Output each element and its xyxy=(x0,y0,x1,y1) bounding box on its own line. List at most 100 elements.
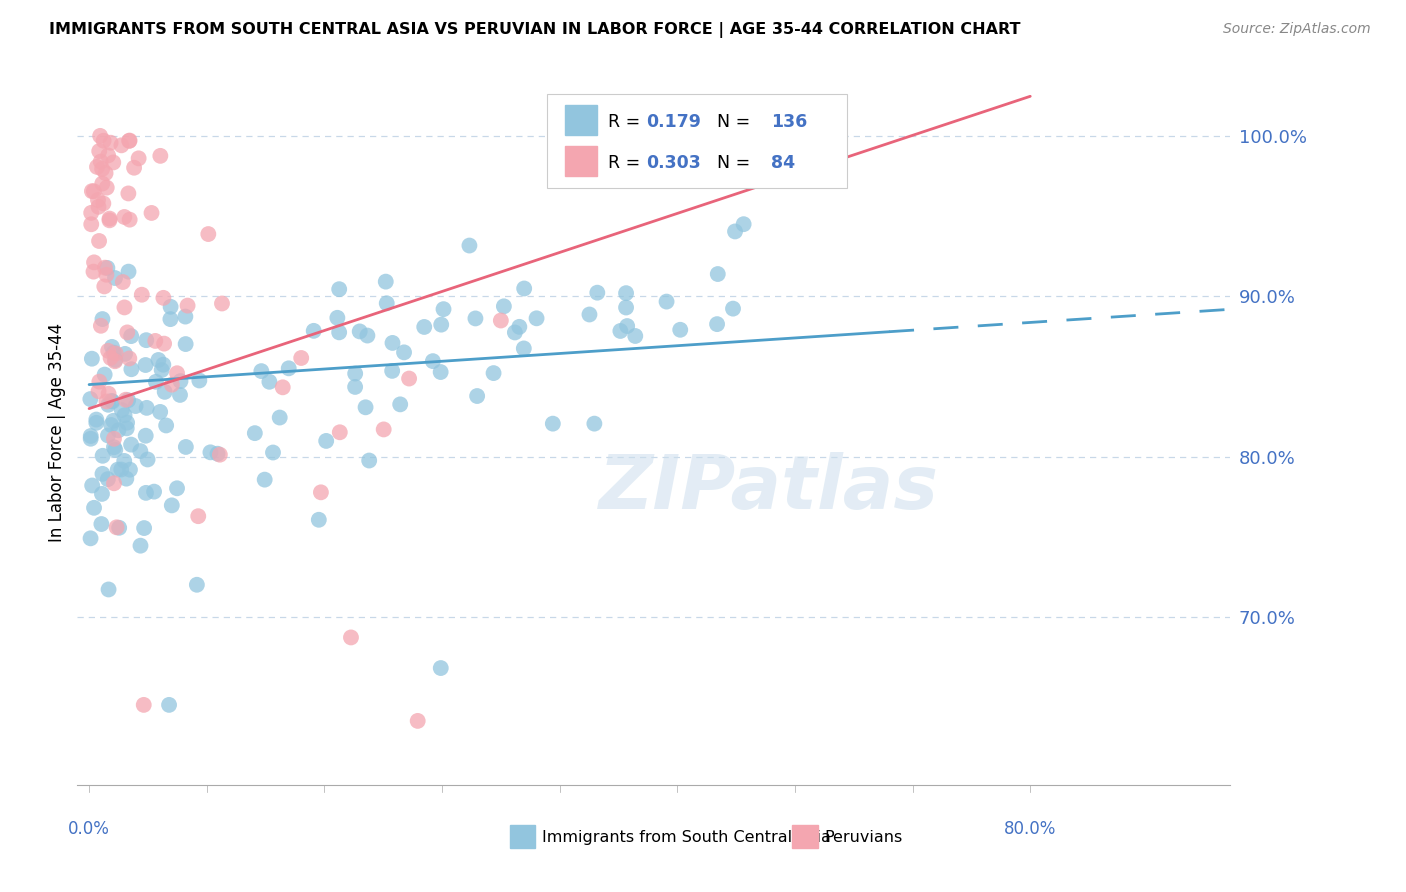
Point xyxy=(90,154,112,169)
Point xyxy=(118,212,141,227)
Point xyxy=(120,362,142,376)
Bar xyxy=(565,105,598,135)
Point xyxy=(80,432,103,446)
Point xyxy=(465,389,488,403)
Point xyxy=(141,206,163,220)
Point xyxy=(174,440,197,454)
Point xyxy=(174,337,197,351)
Text: N =: N = xyxy=(706,112,755,131)
Point xyxy=(136,452,159,467)
Point xyxy=(149,149,172,163)
Point xyxy=(159,300,181,314)
Point xyxy=(135,358,157,372)
Point xyxy=(117,186,139,201)
Point xyxy=(503,326,526,340)
Point xyxy=(91,312,114,326)
Point xyxy=(721,301,744,316)
Point xyxy=(422,354,444,368)
Point xyxy=(374,275,396,289)
Point xyxy=(79,392,101,406)
Point xyxy=(186,578,208,592)
Point xyxy=(526,311,548,326)
Point xyxy=(624,329,647,343)
Point xyxy=(381,364,404,378)
Point xyxy=(160,377,183,392)
Point xyxy=(733,217,755,231)
Point xyxy=(94,260,117,275)
Point xyxy=(87,200,110,214)
Point xyxy=(111,275,134,289)
Point xyxy=(89,128,111,143)
Bar xyxy=(565,146,598,176)
Point xyxy=(359,453,381,467)
Point xyxy=(80,206,103,220)
Point xyxy=(143,334,166,348)
Point xyxy=(174,310,197,324)
Point xyxy=(135,428,157,442)
Point xyxy=(373,422,395,436)
Point xyxy=(157,698,180,712)
Point xyxy=(349,325,371,339)
Point xyxy=(101,394,124,409)
Point xyxy=(724,224,747,238)
Point xyxy=(489,313,512,327)
Point xyxy=(104,346,127,360)
Point xyxy=(103,476,125,491)
Point xyxy=(90,516,112,531)
Point xyxy=(132,521,155,535)
Point xyxy=(413,320,436,334)
Point xyxy=(614,301,637,315)
Point xyxy=(135,333,157,347)
Point xyxy=(89,375,111,389)
Text: Peruvians: Peruvians xyxy=(824,830,903,846)
Point xyxy=(83,500,105,515)
Point xyxy=(344,380,367,394)
Point xyxy=(277,361,299,376)
Point xyxy=(117,393,139,408)
Point xyxy=(259,375,281,389)
Point xyxy=(492,299,515,313)
Point xyxy=(166,481,188,495)
Point xyxy=(100,393,122,408)
Point xyxy=(97,386,120,401)
Point xyxy=(100,351,122,365)
Point xyxy=(96,260,118,275)
Point xyxy=(87,234,110,248)
Point xyxy=(93,196,115,211)
Point xyxy=(586,285,609,300)
Point xyxy=(707,267,730,281)
Point xyxy=(129,539,152,553)
Point xyxy=(115,421,138,435)
Point xyxy=(100,136,122,150)
Point xyxy=(148,353,170,368)
Text: Source: ZipAtlas.com: Source: ZipAtlas.com xyxy=(1223,22,1371,37)
Point xyxy=(91,177,114,191)
Point xyxy=(253,473,276,487)
Point xyxy=(112,210,135,224)
Point xyxy=(250,364,273,378)
Point xyxy=(115,416,138,430)
Point xyxy=(91,487,114,501)
Point xyxy=(129,444,152,458)
Point xyxy=(406,714,429,728)
Point xyxy=(197,227,219,241)
Point xyxy=(302,324,325,338)
Point xyxy=(117,326,139,340)
Point xyxy=(86,416,108,430)
Point xyxy=(429,661,451,675)
Point xyxy=(82,265,104,279)
FancyBboxPatch shape xyxy=(547,94,848,188)
Point xyxy=(111,403,134,417)
Text: 84: 84 xyxy=(772,153,796,171)
Point xyxy=(482,366,505,380)
Point xyxy=(103,345,125,359)
Point xyxy=(326,310,349,325)
Point xyxy=(97,148,120,162)
Point xyxy=(118,134,141,148)
Point xyxy=(93,134,115,148)
Point xyxy=(169,388,191,402)
Point xyxy=(89,144,111,158)
Point xyxy=(104,271,127,285)
Point xyxy=(176,299,198,313)
Point xyxy=(114,347,136,361)
